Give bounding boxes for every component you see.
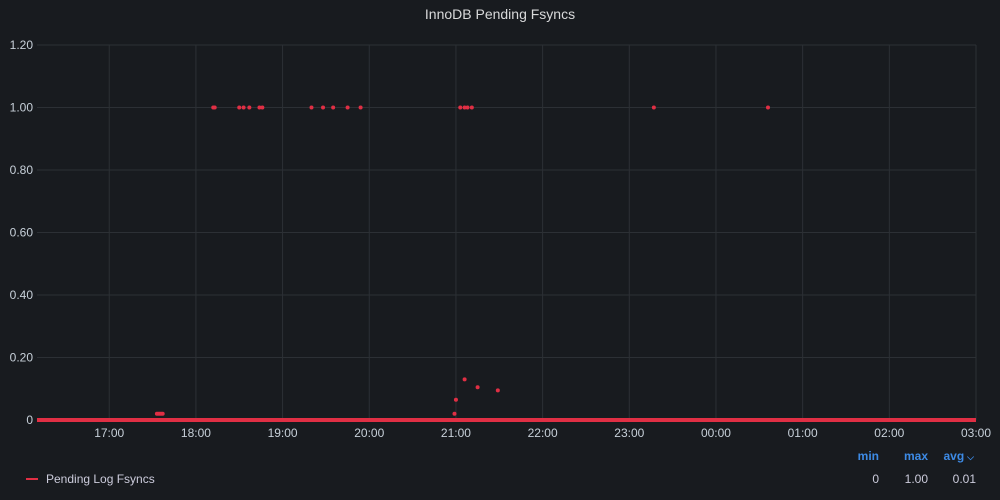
data-point xyxy=(358,105,363,110)
y-tick-label: 0.80 xyxy=(10,163,34,177)
y-tick-label: 0.20 xyxy=(10,351,34,365)
chart-grid xyxy=(37,44,977,421)
legend-value-avg: 0.01 xyxy=(952,472,976,486)
y-tick-label: 1.00 xyxy=(10,101,34,115)
data-point xyxy=(452,411,457,416)
x-tick-label: 18:00 xyxy=(181,426,211,440)
data-point xyxy=(651,105,656,110)
series-pending-log-fsyncs xyxy=(37,105,976,422)
legend-item-pending-log-fsyncs[interactable]: Pending Log Fsyncs xyxy=(26,472,155,486)
legend-value-max: 1.00 xyxy=(904,472,928,486)
x-tick-label: 22:00 xyxy=(528,426,558,440)
data-point xyxy=(212,105,217,110)
chart-plot[interactable]: 0 0.20 0.40 0.60 0.80 1.00 1.20 17:00 18:00 19:0… xyxy=(0,0,1000,440)
legend-header-avg[interactable]: avg ⌵ xyxy=(938,449,974,463)
x-tick-label: 23:00 xyxy=(614,426,644,440)
x-tick-label: 02:00 xyxy=(874,426,904,440)
data-point xyxy=(309,105,314,110)
data-point xyxy=(345,105,350,110)
legend-swatch xyxy=(26,478,38,480)
y-tick-label: 0 xyxy=(26,413,33,427)
data-point xyxy=(462,377,467,382)
x-tick-label: 20:00 xyxy=(354,426,384,440)
chevron-down-icon: ⌵ xyxy=(967,452,974,462)
x-tick-label: 03:00 xyxy=(961,426,991,440)
legend: Pending Log Fsyncs min max avg ⌵ 0 1.00 0… xyxy=(0,440,1000,500)
legend-header-max[interactable]: max xyxy=(903,449,928,463)
data-point xyxy=(331,105,336,110)
y-tick-label: 1.20 xyxy=(10,38,34,52)
panel-title: InnoDB Pending Fsyncs xyxy=(424,6,576,22)
legend-header-avg-label: avg xyxy=(943,449,965,463)
x-tick-label: 19:00 xyxy=(268,426,298,440)
data-point xyxy=(257,105,262,110)
data-point xyxy=(475,385,480,390)
data-point xyxy=(321,105,326,110)
data-point xyxy=(465,105,470,110)
data-point xyxy=(453,397,458,402)
legend-series-label: Pending Log Fsyncs xyxy=(46,472,155,486)
x-tick-label: 17:00 xyxy=(94,426,124,440)
y-tick-label: 0.60 xyxy=(10,226,34,240)
x-tick-label: 21:00 xyxy=(441,426,471,440)
x-tick-label: 01:00 xyxy=(788,426,818,440)
data-point xyxy=(765,105,770,110)
data-point xyxy=(260,105,265,110)
legend-header-min[interactable]: min xyxy=(857,449,879,463)
y-axis-ticks: 0 0.20 0.40 0.60 0.80 1.00 1.20 xyxy=(10,38,34,427)
x-axis-ticks: 17:00 18:00 19:00 20:00 21:00 22:00 23:00 00:00… xyxy=(94,426,991,440)
y-tick-label: 0.40 xyxy=(10,288,34,302)
data-point xyxy=(458,105,463,110)
data-point xyxy=(247,105,252,110)
data-point xyxy=(495,388,500,393)
data-point xyxy=(160,411,165,416)
x-tick-label: 00:00 xyxy=(701,426,731,440)
data-point xyxy=(462,105,467,110)
data-point xyxy=(469,105,474,110)
data-point xyxy=(237,105,242,110)
legend-value-min: 0 xyxy=(872,472,879,486)
data-point xyxy=(241,105,246,110)
